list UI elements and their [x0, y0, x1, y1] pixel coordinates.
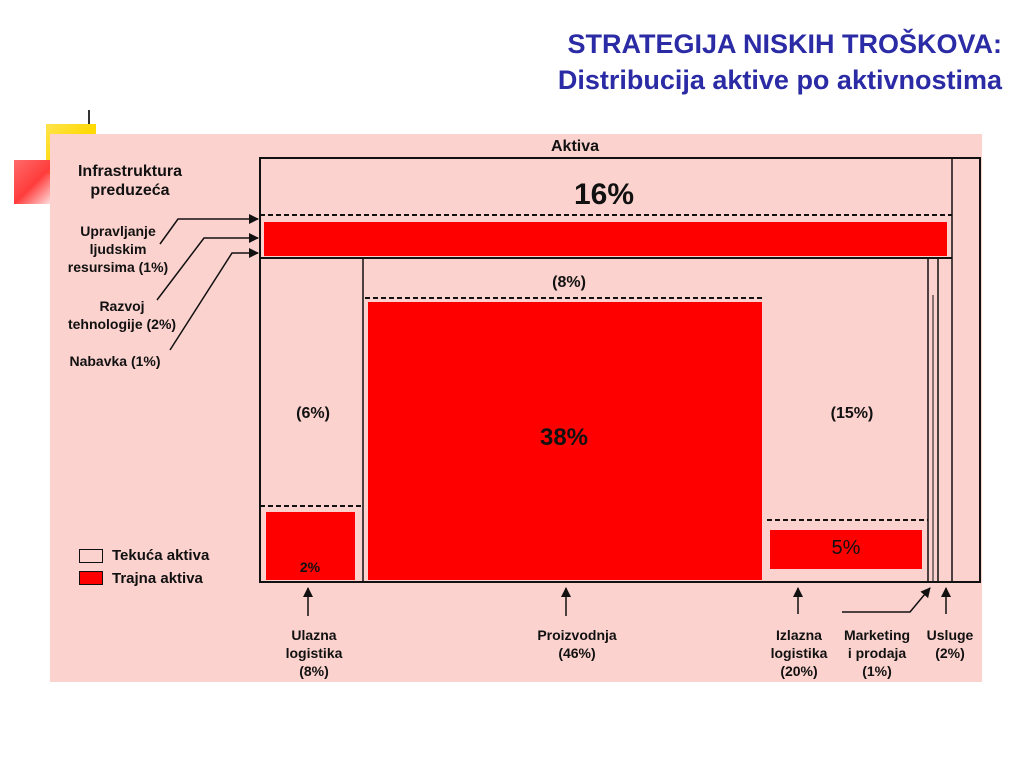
infrastructure-value: 16%	[573, 178, 635, 211]
procurement-arrow	[169, 248, 259, 351]
production-fixed-assets-bar	[368, 302, 762, 580]
inbound-line1: Ulazna	[291, 627, 337, 643]
legend-current-assets-swatch	[79, 549, 103, 563]
outbound-fixed-assets-bar	[770, 530, 922, 569]
services-line2: (2%)	[935, 645, 965, 661]
production-fixed-assets: 38%	[539, 424, 589, 451]
infrastructure-heading-line2: preduzeća	[90, 182, 170, 199]
hr-arrow	[159, 214, 259, 245]
services-line1: Usluge	[926, 627, 974, 643]
support-hr-line3: resursima (1%)	[67, 259, 169, 275]
support-label-hr: Upravljanje ljudskim resursima (1%)	[68, 222, 168, 276]
inbound-fixed-assets-bar	[266, 512, 355, 580]
support-hr-line1: Upravljanje	[80, 223, 156, 239]
title-line-2: Distribucija aktive po aktivnostima	[557, 65, 1002, 95]
inbound-line2: logistika	[285, 645, 343, 661]
activity-production: Proizvodnja (46%)	[537, 626, 616, 662]
legend-fixed-assets-swatch	[79, 571, 103, 585]
activity-outbound-logistics: Izlazna logistika (20%)	[771, 626, 828, 680]
inbound-line3: (8%)	[299, 663, 329, 679]
inbound-current-assets: (6%)	[296, 405, 330, 422]
activity-marketing-sales: Marketing i prodaja (1%)	[844, 626, 910, 680]
aktiva-label: Aktiva	[550, 138, 600, 155]
production-line2: (46%)	[558, 645, 596, 661]
support-bar-fixed-assets	[264, 222, 947, 256]
activity-services: Usluge (2%)	[927, 626, 974, 662]
infrastructure-heading: Infrastruktura preduzeća	[78, 162, 182, 200]
outbound-fixed-assets: 5%	[831, 537, 861, 559]
support-procurement-line1: Nabavka (1%)	[69, 353, 161, 369]
legend-fixed-assets-label: Trajna aktiva	[112, 570, 203, 587]
support-tech-line1: Razvoj	[99, 298, 145, 314]
production-current-assets: (8%)	[552, 274, 586, 291]
page-title: STRATEGIJA NISKIH TROŠKOVA: Distribucija…	[302, 26, 1002, 98]
support-hr-line2: ljudskim	[89, 241, 147, 257]
support-label-procurement: Nabavka (1%)	[69, 352, 160, 370]
marketing-line3: (1%)	[862, 663, 892, 679]
aktiva-frame	[259, 157, 981, 583]
marketing-line1: Marketing	[843, 627, 911, 643]
support-label-technology: Razvoj tehnologije (2%)	[68, 297, 176, 333]
marketing-line2: i prodaja	[847, 645, 907, 661]
outbound-current-assets: (15%)	[830, 405, 874, 422]
outbound-line1: Izlazna	[776, 627, 822, 643]
infrastructure-heading-line1: Infrastruktura	[77, 163, 183, 180]
outbound-line2: logistika	[770, 645, 828, 661]
tech-arrow	[156, 233, 259, 301]
title-line-1: STRATEGIJA NISKIH TROŠKOVA:	[567, 29, 1002, 59]
support-tech-line2: tehnologije (2%)	[67, 316, 177, 332]
production-line1: Proizvodnja	[537, 627, 617, 643]
legend-current-assets-label: Tekuća aktiva	[112, 547, 210, 564]
inbound-fixed-assets: 2%	[299, 559, 321, 575]
marketing-arrow	[842, 587, 931, 613]
outbound-line3: (20%)	[780, 663, 818, 679]
activity-inbound-logistics: Ulazna logistika (8%)	[286, 626, 343, 680]
